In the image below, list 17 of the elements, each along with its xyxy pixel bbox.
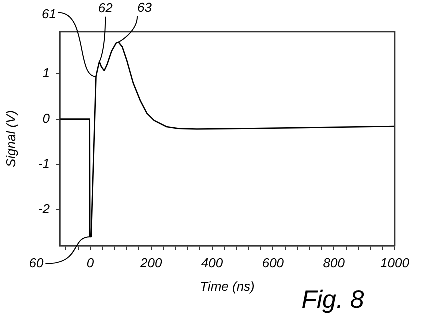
- annotation: 62: [98, 0, 114, 16]
- y-axis-title: Signal (V): [3, 110, 18, 168]
- annotation: 61: [42, 6, 56, 22]
- y-tick-label: -1: [38, 156, 50, 172]
- y-tick-label: 1: [42, 66, 50, 81]
- x-tick-label: 600: [262, 255, 285, 270]
- x-tick-label: 200: [140, 255, 163, 270]
- y-tick-label: 0: [42, 110, 51, 126]
- x-tick-label: 400: [201, 255, 224, 270]
- annotation: 63: [138, 0, 153, 16]
- x-tick-label: 1000: [380, 255, 410, 270]
- annotation: 60: [29, 256, 44, 271]
- x-axis-title: Time (ns): [200, 278, 255, 294]
- x-tick-label: 0: [86, 255, 95, 270]
- y-tick-label: -2: [38, 201, 51, 216]
- x-tick-label: 800: [323, 255, 346, 270]
- caption: Fig. 8: [302, 286, 364, 314]
